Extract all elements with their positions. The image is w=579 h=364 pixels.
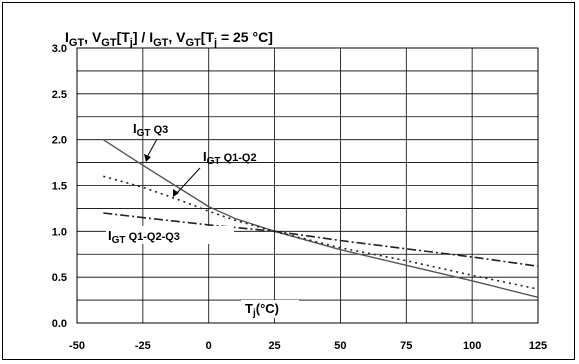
y-tick-label: 2.5 xyxy=(52,89,67,101)
x-axis-label-bg xyxy=(241,300,299,318)
series-line-1 xyxy=(103,175,539,290)
q1-q2-arrow-line xyxy=(175,167,201,195)
y-tick-label: 0.5 xyxy=(52,272,67,284)
x-tick-label: 75 xyxy=(400,340,412,352)
chart-title: IGT, VGT[Tj] / IGT, VGT[Tj = 25 °C] xyxy=(65,29,273,49)
x-tick-label: -25 xyxy=(135,340,151,352)
chart-frame xyxy=(2,2,575,360)
grid xyxy=(76,47,539,324)
y-tick-label: 0.0 xyxy=(52,318,67,330)
x-tick-label: 50 xyxy=(334,340,346,352)
x-tick-label: 100 xyxy=(463,340,481,352)
x-tick-label: 25 xyxy=(268,340,280,352)
y-tick-label: 3.0 xyxy=(52,43,67,55)
y-tick-label: 2.0 xyxy=(52,135,67,147)
x-axis-label: Tj(°C) xyxy=(245,301,279,319)
y-tick-label: 1.5 xyxy=(52,181,67,193)
x-tick-label: 0 xyxy=(206,340,212,352)
series-label-q3: IGT Q3 xyxy=(133,121,168,139)
series-group xyxy=(102,139,539,298)
x-tick-label: 125 xyxy=(529,340,547,352)
q1-q2-arrow-head xyxy=(173,189,179,197)
series-line-2 xyxy=(103,212,539,267)
q1-q2-q3-label-bg xyxy=(106,226,234,244)
q3-arrow-head xyxy=(144,154,151,162)
x-tick-label: -50 xyxy=(69,340,85,352)
y-tick-label: 1.0 xyxy=(52,226,67,238)
series-label-q1-q2: IGT Q1-Q2 xyxy=(203,149,257,167)
tick-labels: -50 -25 0 25 50 75 100 125 0.0 0.5 1.0 1.5 2.0 2.5 3.0 xyxy=(52,43,547,352)
series-line-0 xyxy=(102,139,539,298)
series-label-q1-q2-q3: IGT Q1-Q2-Q3 xyxy=(108,228,180,246)
